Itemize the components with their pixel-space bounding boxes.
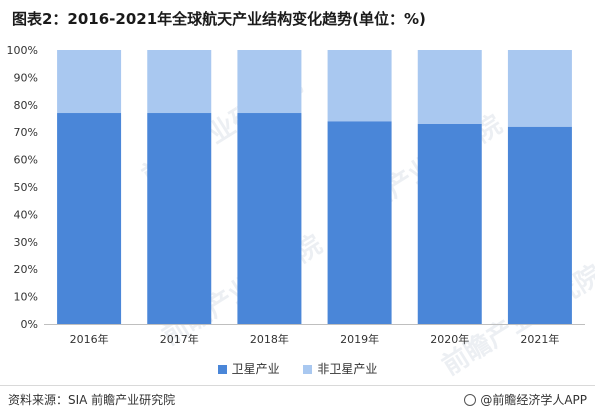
bar-satellite <box>507 126 572 324</box>
bar-satellite <box>237 113 302 325</box>
brand-text: @前瞻经济学人APP <box>480 393 587 407</box>
legend-swatch-non-satellite <box>303 365 313 374</box>
bar-satellite <box>417 123 482 324</box>
bar-non-satellite <box>57 50 122 114</box>
legend-label-non-satellite: 非卫星产业 <box>317 362 378 376</box>
bar-non-satellite <box>147 50 212 114</box>
x-tick-label: 2018年 <box>250 332 289 346</box>
x-tick-label: 2021年 <box>520 332 559 346</box>
y-tick-label: 70% <box>14 126 38 139</box>
bar-non-satellite <box>417 50 482 124</box>
y-tick-label: 40% <box>14 208 38 221</box>
bar-satellite <box>327 121 392 325</box>
y-tick-label: 0% <box>21 318 38 331</box>
legend-swatch-satellite <box>217 365 227 374</box>
legend-item-non-satellite: 非卫星产业 <box>303 360 377 377</box>
x-tick-label: 2019年 <box>340 332 379 346</box>
x-tick-label: 2020年 <box>430 332 469 346</box>
footer-divider <box>0 385 595 386</box>
y-tick-label: 10% <box>14 291 38 304</box>
bar-non-satellite <box>327 50 392 122</box>
brand-logo-icon <box>464 394 477 406</box>
chart-title: 图表2：2016-2021年全球航天产业结构变化趋势(单位：%) <box>12 10 426 28</box>
y-tick-label: 100% <box>7 44 38 57</box>
source-note: 资料来源：SIA 前瞻产业研究院 <box>8 393 176 407</box>
y-tick-label: 90% <box>14 71 38 84</box>
y-tick-label: 60% <box>14 154 38 167</box>
y-tick-label: 30% <box>14 236 38 249</box>
x-tick-label: 2017年 <box>160 332 199 346</box>
legend-item-satellite: 卫星产业 <box>217 360 280 377</box>
legend-label-satellite: 卫星产业 <box>231 362 280 376</box>
y-tick-label: 80% <box>14 99 38 112</box>
y-tick-label: 20% <box>14 263 38 276</box>
x-tick-label: 2016年 <box>70 332 109 346</box>
bar-non-satellite <box>237 50 302 114</box>
bar-satellite <box>57 113 122 325</box>
legend: 卫星产业 非卫星产业 <box>0 360 595 377</box>
bar-satellite <box>147 113 212 325</box>
y-tick-label: 50% <box>14 181 38 194</box>
bar-non-satellite <box>507 50 572 127</box>
brand-credit: @前瞻经济学人APP <box>464 391 587 408</box>
